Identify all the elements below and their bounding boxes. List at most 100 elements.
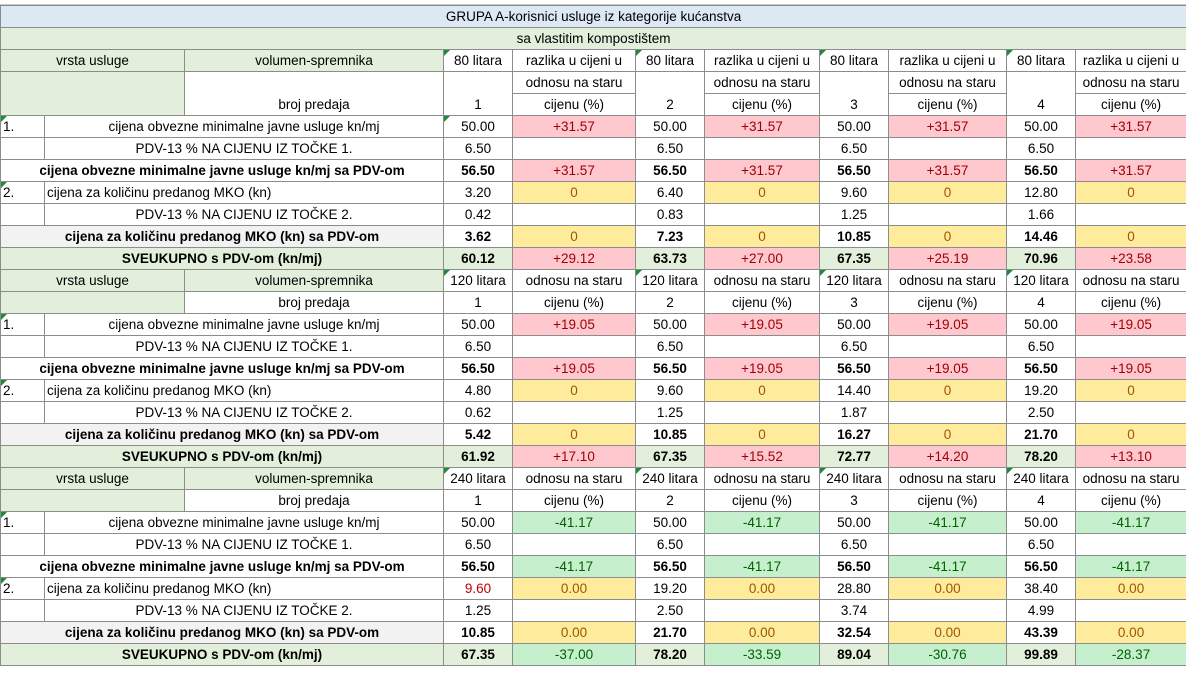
value-cell: 19.20 xyxy=(635,577,705,600)
diff-header: cijenu (%) xyxy=(704,93,820,116)
volumen-label: volumen-spremnika xyxy=(184,467,444,490)
broj-predaja-label: broj predaja xyxy=(184,71,444,116)
value-cell: 78.20 xyxy=(635,643,705,666)
table-row: cijena obvezne minimalne javne usluge kn… xyxy=(0,555,1186,578)
table-row: 2. cijena za količinu predanog MKO (kn) … xyxy=(0,379,1186,402)
row-label: cijena obvezne minimalne javne usluge kn… xyxy=(0,357,444,380)
diff-cell: 0.00 xyxy=(888,577,1007,600)
value-cell: 2.50 xyxy=(635,599,705,622)
row-label: cijena obvezne minimalne javne usluge kn… xyxy=(0,159,444,182)
value-cell: 56.50 xyxy=(635,357,705,380)
volume-cell: 120 litara xyxy=(443,269,513,292)
diff-cell: 0 xyxy=(704,225,820,248)
empty-cell xyxy=(704,137,820,160)
diff-cell: -41.17 xyxy=(888,555,1007,578)
diff-cell: +23.58 xyxy=(1074,247,1186,270)
table-row: 1. cijena obvezne minimalne javne usluge… xyxy=(0,313,1186,336)
value-cell: 50.00 xyxy=(1006,115,1076,138)
price-table: GRUPA A-korisnici usluge iz kategorije k… xyxy=(0,5,1186,666)
count-cell: 1 xyxy=(443,291,513,314)
diff-cell: +31.57 xyxy=(512,115,636,138)
value-cell: 99.89 xyxy=(1006,643,1076,666)
diff-cell: +19.05 xyxy=(1074,313,1186,336)
diff-header: cijenu (%) xyxy=(704,291,820,314)
diff-header: odnosu na staru xyxy=(888,467,1007,490)
empty-cell xyxy=(704,599,820,622)
diff-cell: 0 xyxy=(704,423,820,446)
volume-cell: 120 litara xyxy=(635,269,705,292)
empty-cell xyxy=(512,137,636,160)
diff-cell: -30.76 xyxy=(888,643,1007,666)
empty-cell xyxy=(1074,533,1186,556)
empty-cell xyxy=(888,533,1007,556)
value-cell: 89.04 xyxy=(819,643,889,666)
value-cell: 9.60 xyxy=(819,181,889,204)
diff-header: razlika u cijeni u xyxy=(512,49,636,72)
volume-cell: 80 litara xyxy=(443,49,513,72)
value-cell: 10.85 xyxy=(819,225,889,248)
empty-cell xyxy=(0,599,45,622)
row-label: SVEUKUPNO s PDV-om (kn/mj) xyxy=(0,445,444,468)
value-cell: 50.00 xyxy=(443,511,513,534)
count-cell: 1 xyxy=(443,71,513,116)
diff-cell: 0.00 xyxy=(704,621,820,644)
value-cell: 6.50 xyxy=(819,335,889,358)
total-row: SVEUKUPNO s PDV-om (kn/mj) 61.92 +17.10 … xyxy=(0,445,1186,468)
table-subtitle: sa vlastitim kompostištem xyxy=(0,27,1186,50)
volume-cell: 240 litara xyxy=(635,467,705,490)
count-cell: 3 xyxy=(819,291,889,314)
empty-cell xyxy=(1074,203,1186,226)
empty-cell xyxy=(1074,137,1186,160)
empty-cell xyxy=(704,401,820,424)
table-row: 1. cijena obvezne minimalne javne usluge… xyxy=(0,511,1186,534)
empty-cell xyxy=(512,599,636,622)
vrsta-usluge-label: vrsta usluge xyxy=(0,269,185,292)
diff-cell: 0.00 xyxy=(1074,621,1186,644)
table-row: cijena za količinu predanog MKO (kn) sa … xyxy=(0,423,1186,446)
diff-cell: 0 xyxy=(1074,225,1186,248)
row-label: PDV-13 % NA CIJENU IZ TOČKE 2. xyxy=(44,203,444,226)
diff-cell: +15.52 xyxy=(704,445,820,468)
empty-cell xyxy=(888,137,1007,160)
empty-cell xyxy=(704,335,820,358)
count-cell: 2 xyxy=(635,71,705,116)
value-cell: 50.00 xyxy=(443,115,513,138)
row-label: PDV-13 % NA CIJENU IZ TOČKE 1. xyxy=(44,137,444,160)
empty-cell xyxy=(512,203,636,226)
broj-predaja-label: broj predaja xyxy=(184,291,444,314)
row-number: 2. xyxy=(0,577,45,600)
empty-cell xyxy=(1074,335,1186,358)
table-row: PDV-13 % NA CIJENU IZ TOČKE 2. 0.42 0.83… xyxy=(0,203,1186,226)
value-cell: 3.20 xyxy=(443,181,513,204)
empty-cell xyxy=(704,203,820,226)
empty-cell xyxy=(0,291,185,314)
value-cell: 16.27 xyxy=(819,423,889,446)
table-row: PDV-13 % NA CIJENU IZ TOČKE 2. 1.25 2.50… xyxy=(0,599,1186,622)
row-label: cijena za količinu predanog MKO (kn) sa … xyxy=(0,621,444,644)
diff-cell: +13.10 xyxy=(1074,445,1186,468)
table-row: 2. cijena za količinu predanog MKO (kn) … xyxy=(0,577,1186,600)
section-80-litara: vrsta usluge volumen-spremnika 80 litara… xyxy=(0,49,1186,270)
subtitle-row: sa vlastitim kompostištem xyxy=(0,27,1186,50)
volumen-label: volumen-spremnika xyxy=(184,49,444,72)
diff-cell: +31.57 xyxy=(888,159,1007,182)
value-cell: 6.50 xyxy=(443,137,513,160)
empty-cell xyxy=(1074,599,1186,622)
count-cell: 4 xyxy=(1006,489,1076,512)
broj-predaja-label: broj predaja xyxy=(184,489,444,512)
value-cell: 72.77 xyxy=(819,445,889,468)
diff-header: cijenu (%) xyxy=(888,291,1007,314)
volume-cell: 240 litara xyxy=(443,467,513,490)
table-row: cijena obvezne minimalne javne usluge kn… xyxy=(0,159,1186,182)
diff-cell: +19.05 xyxy=(704,313,820,336)
table-title: GRUPA A-korisnici usluge iz kategorije k… xyxy=(0,5,1186,28)
empty-cell xyxy=(888,401,1007,424)
table-row: PDV-13 % NA CIJENU IZ TOČKE 2. 0.62 1.25… xyxy=(0,401,1186,424)
diff-cell: +17.10 xyxy=(512,445,636,468)
table-row: cijena za količinu predanog MKO (kn) sa … xyxy=(0,225,1186,248)
diff-header: odnosu na staru xyxy=(888,71,1007,94)
diff-cell: +31.57 xyxy=(704,115,820,138)
diff-cell: -41.17 xyxy=(704,555,820,578)
value-cell: 56.50 xyxy=(443,555,513,578)
